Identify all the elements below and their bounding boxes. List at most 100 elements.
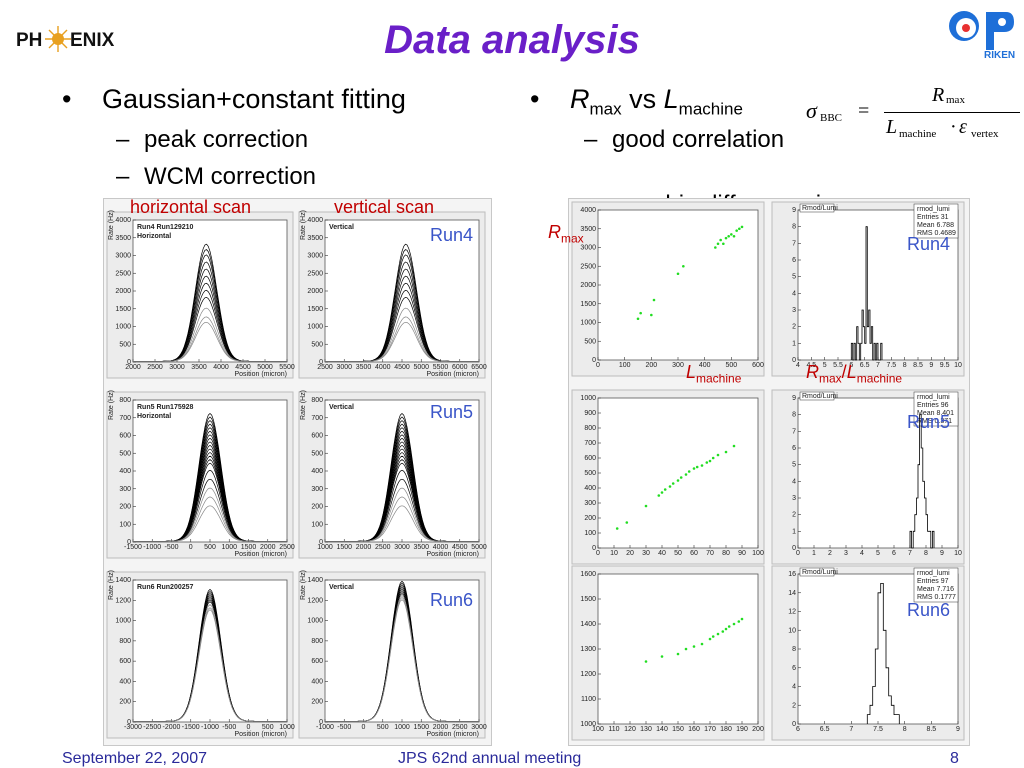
stats-name: rmod_lumi	[917, 206, 950, 213]
y-tick-label: 0	[592, 357, 596, 364]
plot-frame	[132, 399, 288, 543]
x-tick-label: 40	[658, 550, 666, 557]
scatter-point	[740, 617, 744, 621]
ratio-l: L	[846, 362, 857, 382]
x-tick-label: 200	[645, 362, 657, 369]
x-tick-label: 7.5	[886, 362, 896, 369]
gaussian-fit-curve	[325, 505, 479, 542]
x-tick-label: 3000	[394, 544, 410, 551]
scatter-point	[668, 485, 672, 488]
label-horizontal-scan: horizontal scan	[130, 197, 252, 217]
bullet-gaussian-fitting: • Gaussian+constant fitting	[62, 84, 406, 115]
stats-name: rmod_lumi	[917, 570, 950, 577]
y-tick-label: 3000	[580, 245, 596, 252]
plot-subtitle: Horizontal	[137, 413, 171, 420]
x-tick-label: 170	[704, 726, 716, 733]
scatter-point	[671, 482, 675, 485]
x-tick-label: 0	[247, 724, 251, 731]
scatter-point	[644, 660, 648, 663]
x-tick-label: -1500	[182, 724, 200, 731]
y-tick-label: 1000	[115, 618, 131, 625]
y-tick-label: 2000	[580, 282, 596, 289]
riken-logo-text: RIKEN	[984, 50, 1016, 61]
y-tick-label: 100	[584, 530, 596, 537]
y-tick-label: 3	[792, 307, 796, 314]
plot-subtitle: Vertical	[329, 404, 354, 411]
hist-title-box	[799, 567, 835, 577]
stats-box	[913, 567, 959, 603]
bullet-rmax-vs-lmachine: • Rmax vs Lmachine	[530, 84, 743, 119]
y-tick-label: 600	[584, 455, 596, 462]
scatter-point	[650, 313, 653, 317]
hist-title: Rmod/Lumi	[802, 569, 838, 576]
y-axis-title: Rate (Hz)	[300, 570, 307, 600]
x-tick-label: 30	[642, 550, 650, 557]
scatter-point	[644, 504, 648, 508]
x-tick-label: 2500	[147, 364, 163, 371]
stats-rms: RMS 0.1777	[917, 594, 956, 601]
x-tick-label: 9.5	[940, 362, 950, 369]
y-tick-label: 1500	[115, 306, 131, 313]
y-tick-label: 1400	[580, 621, 596, 628]
y-tick-label: 9	[792, 395, 796, 402]
y-tick-label: 2500	[580, 263, 596, 270]
scatter-point	[721, 630, 725, 633]
dash: –	[584, 126, 598, 153]
y-tick-label: 6	[792, 257, 796, 264]
y-tick-label: 300	[311, 486, 323, 493]
scatter-point	[682, 264, 685, 268]
x-tick-label: 1000	[317, 544, 333, 551]
formula-equals: =	[858, 100, 870, 122]
ratio-r-sub: max	[819, 371, 842, 386]
y-axis-title: Rate (Hz)	[300, 390, 307, 420]
stats-entries: Entries 96	[917, 402, 949, 409]
plot-title: Run4 Run129210	[137, 224, 194, 231]
y-tick-label: 2000	[115, 288, 131, 295]
formula-den-l-sub: machine	[899, 128, 937, 140]
stats-mean: Mean 8.401	[917, 410, 954, 417]
y-tick-label: 600	[311, 658, 323, 665]
x-tick-label: 7	[849, 726, 853, 733]
axis-label-l-sub: machine	[696, 371, 742, 386]
x-axis-title: Position (micron)	[426, 731, 479, 738]
y-tick-label: 1000	[580, 721, 596, 728]
scatter-point	[735, 229, 738, 232]
scatter-point	[692, 467, 696, 470]
y-tick-label: 2500	[115, 270, 131, 277]
y-tick-label: 900	[584, 410, 596, 417]
x-tick-label: 500	[725, 362, 737, 369]
sub-item-text: peak correction	[144, 126, 309, 153]
formula-num-sub: max	[946, 94, 965, 106]
sub-item-wcm-correction: – WCM correction	[116, 163, 316, 191]
y-tick-label: 5	[792, 274, 796, 281]
scatter-point	[687, 470, 691, 473]
bullet-text: Gaussian+constant fitting	[102, 84, 406, 114]
x-tick-label: -1500	[124, 544, 142, 551]
y-tick-label: 3000	[307, 253, 323, 260]
scatter-point	[716, 242, 720, 246]
x-tick-label: 6.5	[860, 362, 870, 369]
x-tick-label: 5500	[279, 364, 295, 371]
y-tick-label: 100	[311, 521, 323, 528]
y-tick-label: 1000	[307, 324, 323, 331]
fraction-bar	[884, 112, 1020, 113]
y-tick-label: 800	[119, 638, 131, 645]
y-tick-label: 14	[788, 590, 796, 597]
x-tick-label: 5000	[413, 364, 429, 371]
y-tick-label: 10	[788, 627, 796, 634]
x-tick-label: 8	[924, 550, 928, 557]
x-tick-label: 1	[812, 550, 816, 557]
scatter-point	[663, 488, 667, 491]
x-axis-title: Position (micron)	[234, 731, 287, 738]
correlation-figure: 0 100 200 300 400 500 600050010001500200025003…	[571, 201, 965, 741]
x-tick-label: 4500	[452, 544, 468, 551]
y-tick-label: 500	[119, 450, 131, 457]
x-tick-label: 2500	[279, 544, 295, 551]
y-tick-label: 1200	[580, 671, 596, 678]
x-tick-label: 2	[828, 550, 832, 557]
scatter-point	[636, 317, 640, 321]
scatter-point	[695, 465, 699, 469]
dash: –	[116, 126, 130, 153]
sub-item-peak-correction: – peak correction	[116, 126, 308, 154]
scatter-point	[737, 620, 741, 623]
